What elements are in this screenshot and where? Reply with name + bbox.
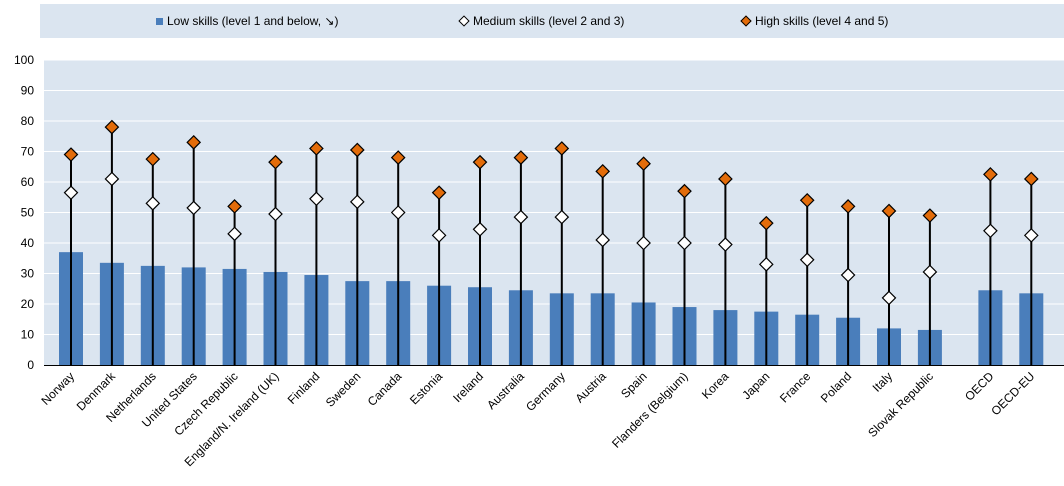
marker-medium-oecd [983,223,998,239]
marker-high-estonia [431,185,447,201]
marker-high-netherlands [145,151,161,167]
marker-medium-slovak-republic [922,264,938,280]
x-tick-label-oecd-eu: OECD-EU [988,369,1037,418]
legend-label-low: Low skills (level 1 and below, ↘) [167,14,339,28]
marker-medium-austria [595,232,611,248]
x-tick-label-australia: Australia [484,369,527,412]
marker-high-slovak-republic [922,208,938,223]
marker-high-oecd-eu [1023,171,1039,187]
marker-high-denmark [104,119,120,135]
x-tick-label-ireland: Ireland [450,369,486,405]
marker-high-canada [390,150,406,165]
y-tick-label-80: 80 [21,114,35,128]
y-tick-label-10: 10 [21,328,35,342]
marker-high-flanders-belgium [677,183,692,199]
y-tick-label-90: 90 [21,84,35,98]
marker-medium-england-n-ireland-uk [268,206,283,222]
legend-item-high: High skills (level 4 and 5) [740,4,888,38]
marker-high-australia [513,150,529,165]
x-tick-label-poland: Poland [818,369,854,405]
y-tick-label-40: 40 [21,236,35,250]
x-tick-label-finland: Finland [285,369,323,407]
y-tick-label-50: 50 [21,206,35,220]
marker-medium-italy [881,290,897,306]
marker-high-italy [881,203,897,219]
marker-medium-spain [636,235,651,251]
marker-medium-oecd-eu [1023,228,1039,243]
legend-label-high: High skills (level 4 and 5) [755,14,889,28]
legend-item-low: Low skills (level 1 and below, ↘) [156,4,338,38]
marker-high-germany [554,141,570,156]
y-tick-label-20: 20 [21,297,35,311]
marker-medium-ireland [472,221,488,237]
marker-medium-japan [758,257,774,272]
x-tick-label-italy: Italy [870,369,895,394]
marker-medium-czech-republic [227,226,242,242]
marker-medium-canada [390,205,406,220]
marker-medium-germany [554,209,570,225]
marker-high-finland [309,141,324,156]
marker-high-sweden [349,142,365,158]
marker-medium-france [799,252,815,268]
x-tick-label-austria: Austria [573,369,610,406]
x-tick-label-germany: Germany [523,369,568,414]
chart-legend: Low skills (level 1 and below, ↘) Medium… [40,4,1064,38]
marker-high-france [799,192,815,208]
y-tick-label-60: 60 [21,175,35,189]
x-tick-label-sweden: Sweden [323,369,364,410]
x-tick-label-france: France [777,369,814,406]
y-tick-label-100: 100 [14,53,34,67]
x-tick-label-korea: Korea [699,369,732,402]
marker-medium-estonia [431,228,447,243]
marker-high-united-states [186,135,202,150]
x-tick-label-oecd: OECD [962,369,997,404]
legend-swatch-low [156,18,163,26]
marker-medium-sweden [349,194,365,210]
marker-high-austria [595,163,611,179]
marker-medium-netherlands [145,196,161,211]
y-tick-label-70: 70 [21,145,35,159]
marker-medium-korea [718,237,733,252]
marker-medium-denmark [104,171,120,187]
marker-medium-united-states [186,200,202,216]
marker-medium-norway [63,185,79,201]
marker-high-ireland [472,154,488,170]
x-tick-label-norway: Norway [38,369,77,408]
marker-high-korea [718,171,733,187]
marker-medium-australia [513,209,529,225]
marker-high-oecd [983,167,998,182]
x-tick-label-spain: Spain [618,369,650,401]
marker-medium-poland [840,267,856,283]
marker-high-norway [63,147,79,162]
x-tick-label-estonia: Estonia [407,369,445,407]
y-tick-label-0: 0 [27,358,34,372]
x-tick-label-japan: Japan [739,369,772,402]
legend-item-medium: Medium skills (level 2 and 3) [458,4,624,38]
marker-medium-finland [309,191,324,207]
legend-label-medium: Medium skills (level 2 and 3) [473,14,625,28]
marker-high-czech-republic [227,199,242,214]
y-tick-label-30: 30 [21,267,35,281]
x-tick-label-canada: Canada [365,369,405,409]
marker-medium-flanders-belgium [677,235,692,251]
marker-high-england-n-ireland-uk [268,154,283,170]
marker-high-poland [840,199,856,214]
marker-high-spain [636,156,651,172]
x-tick-label-flanders-belgium: Flanders (Belgium) [609,369,691,451]
marker-high-japan [758,215,774,231]
